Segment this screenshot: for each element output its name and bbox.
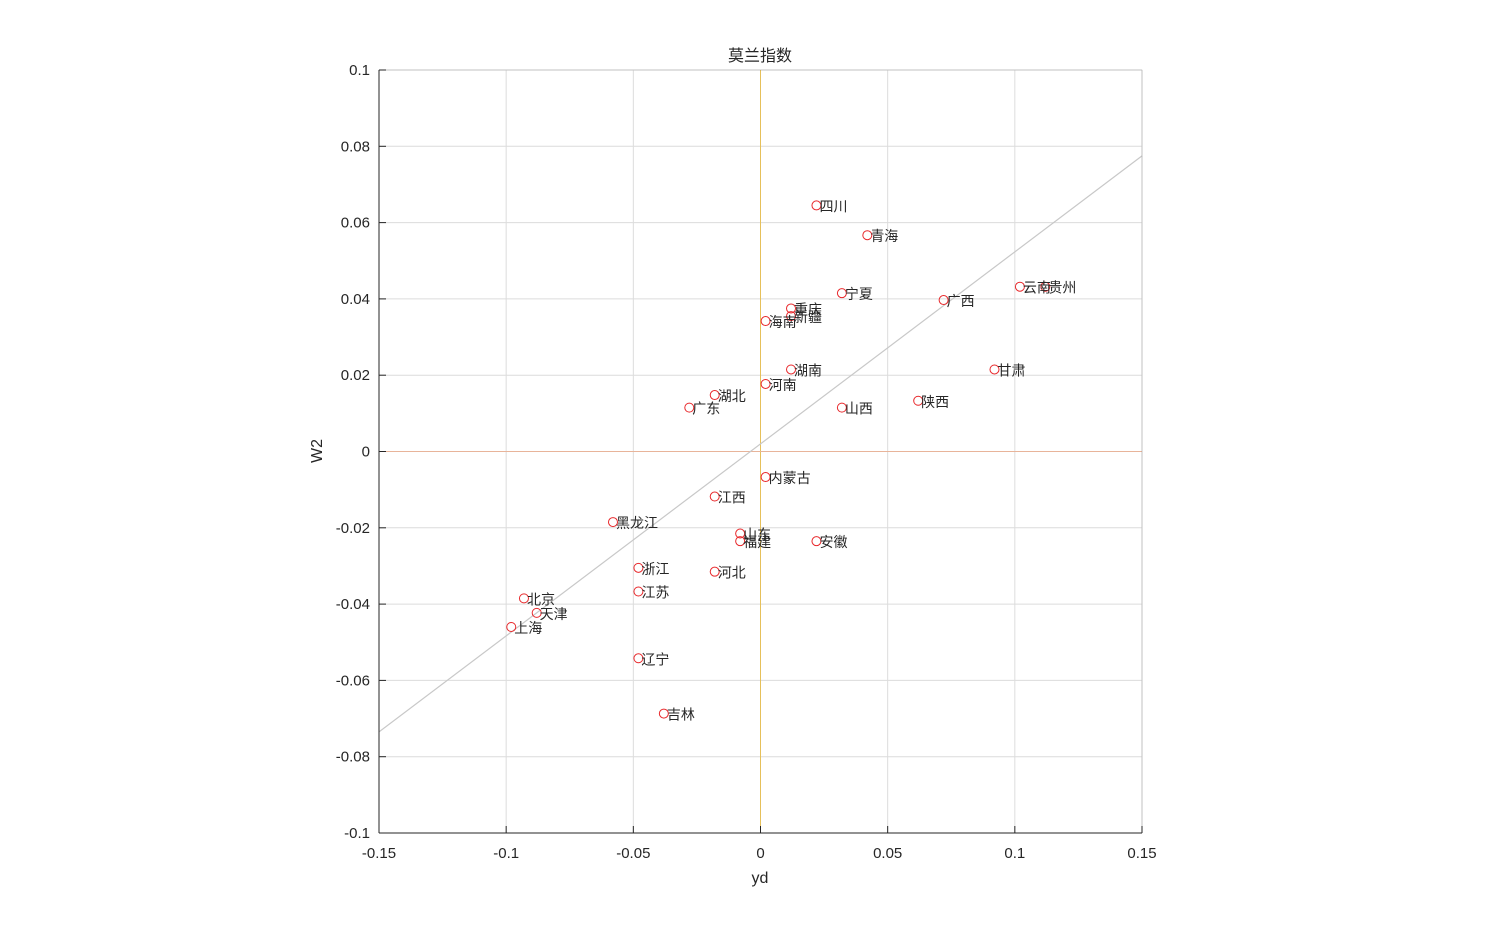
point-label: 吉林 xyxy=(667,708,695,724)
y-tick-label: -0.06 xyxy=(336,672,370,689)
fit-line-group xyxy=(378,155,1143,733)
data-point xyxy=(836,402,847,413)
point-label: 青海 xyxy=(870,229,898,245)
y-tick-label: -0.1 xyxy=(344,825,370,842)
point-label: 江苏 xyxy=(641,586,669,602)
data-point xyxy=(836,288,847,299)
data-point xyxy=(811,200,822,211)
point-label: 云南 xyxy=(1023,281,1051,297)
data-point xyxy=(735,528,746,539)
point-label: 贵州 xyxy=(1048,281,1076,297)
y-tick-label: 0 xyxy=(362,444,370,461)
data-point xyxy=(1014,281,1025,292)
data-point xyxy=(786,364,797,375)
point-label: 辽宁 xyxy=(641,651,669,668)
point-label: 上海 xyxy=(514,621,542,637)
data-point xyxy=(658,708,669,719)
point-label: 重庆 xyxy=(794,302,822,318)
data-point xyxy=(760,472,771,483)
point-label: 河北 xyxy=(718,566,746,582)
data-point xyxy=(633,653,644,664)
point-label: 江西 xyxy=(718,491,746,507)
x-tick-label: -0.05 xyxy=(616,845,650,862)
y-tick-label: 0.08 xyxy=(341,138,370,155)
data-point xyxy=(760,316,771,327)
x-ticks: -0.15 -0.1 -0.05 0 0.05 0.1 0.15 xyxy=(362,826,1157,862)
point-label: 新疆 xyxy=(794,310,822,326)
point-label: 福建 xyxy=(743,535,771,551)
y-tick-label: 0.02 xyxy=(341,367,370,384)
point-label: 宁夏 xyxy=(845,286,873,303)
y-tick-label: -0.04 xyxy=(336,596,370,613)
y-tick-label: -0.08 xyxy=(336,749,370,766)
data-point xyxy=(633,562,644,573)
fit-line xyxy=(378,155,1143,733)
chart-title: 莫兰指数 xyxy=(728,46,792,65)
data-point xyxy=(938,295,949,306)
data-point xyxy=(684,402,695,413)
y-tick-label: -0.02 xyxy=(336,520,370,537)
data-point xyxy=(607,517,618,528)
point-label: 浙江 xyxy=(641,562,669,578)
point-label: 北京 xyxy=(527,592,555,608)
data-point xyxy=(862,230,873,241)
data-point xyxy=(786,311,797,322)
x-tick-label: 0.1 xyxy=(1004,845,1025,862)
point-label: 陕西 xyxy=(921,395,949,411)
point-label: 甘肃 xyxy=(997,363,1025,379)
reference-lines xyxy=(379,70,1142,833)
point-label: 天津 xyxy=(540,607,568,623)
point-label: 广西 xyxy=(947,294,975,310)
point-label: 湖北 xyxy=(718,389,746,405)
y-tick-label: 0.04 xyxy=(341,291,370,308)
data-point xyxy=(709,390,720,401)
data-point xyxy=(1040,281,1051,292)
data-point xyxy=(531,607,542,618)
x-tick-label: 0.05 xyxy=(873,845,902,862)
y-tick-label: 0.1 xyxy=(349,62,370,79)
data-points xyxy=(506,200,1051,719)
point-label: 河南 xyxy=(769,378,797,394)
x-tick-label: 0.15 xyxy=(1127,845,1156,862)
x-tick-label: -0.1 xyxy=(493,845,519,862)
y-ticks: -0.1 -0.08 -0.06 -0.04 -0.02 0 0.02 0.04 0.06 0.0… xyxy=(336,62,386,842)
data-point xyxy=(506,621,517,632)
point-label: 四川 xyxy=(819,199,847,215)
x-axis-label: yd xyxy=(752,870,769,887)
point-label: 湖南 xyxy=(794,363,822,379)
data-point xyxy=(518,593,529,604)
data-point xyxy=(786,303,797,314)
point-label: 内蒙古 xyxy=(769,471,811,487)
data-point xyxy=(709,566,720,577)
point-label: 山西 xyxy=(845,402,873,418)
data-point xyxy=(735,536,746,547)
point-label: 山东 xyxy=(743,528,771,544)
point-label: 黑龙江 xyxy=(616,516,658,532)
y-tick-label: 0.06 xyxy=(341,215,370,232)
data-point xyxy=(633,586,644,597)
data-point xyxy=(760,378,771,389)
data-point xyxy=(709,491,720,502)
data-point xyxy=(913,395,924,406)
point-label: 安徽 xyxy=(819,535,847,551)
data-point xyxy=(989,364,1000,375)
x-tick-label: -0.15 xyxy=(362,845,396,862)
point-label: 海南 xyxy=(769,315,797,331)
data-point xyxy=(811,536,822,547)
y-axis-label: W2 xyxy=(309,439,326,463)
x-tick-label: 0 xyxy=(756,845,764,862)
point-label: 广东 xyxy=(692,402,720,418)
